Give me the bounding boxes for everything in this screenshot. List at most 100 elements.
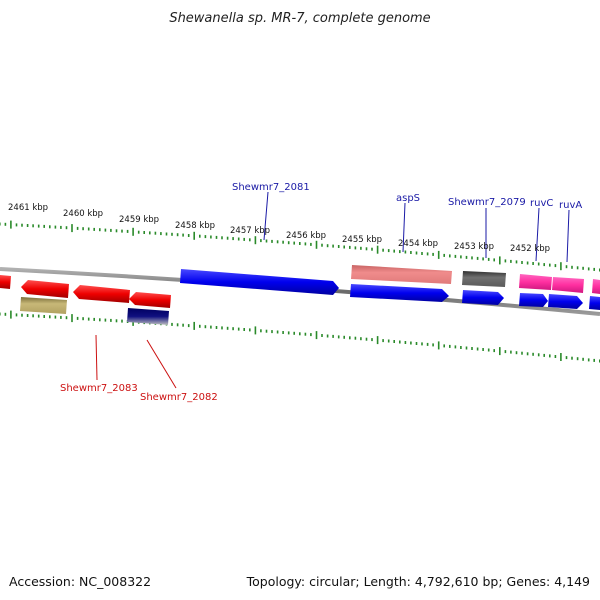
gene-label-shewmr7-2079[interactable]: Shewmr7_2079	[448, 197, 526, 208]
accession-text: Accession: NC_008322	[9, 574, 152, 589]
tick-mark	[332, 334, 334, 338]
tick-mark	[171, 322, 173, 326]
tick-mark	[321, 334, 323, 337]
tick-mark	[93, 317, 95, 321]
tick-mark	[404, 341, 407, 344]
gene-reverse-1[interactable]	[21, 280, 69, 298]
gene-shewmr7-2083[interactable]	[20, 297, 67, 314]
tick-mark	[0, 312, 1, 316]
tick-mark	[549, 263, 551, 267]
gene-reverse-edge[interactable]	[0, 275, 11, 289]
tick-mark	[554, 264, 557, 268]
tick-mark	[587, 267, 590, 271]
tick-mark	[49, 225, 51, 229]
tick-mark	[526, 352, 529, 356]
tick-mark	[337, 245, 340, 248]
tick-mark	[104, 318, 107, 322]
tick-mark	[249, 238, 251, 242]
tick-mark	[65, 316, 68, 320]
tick-mark	[304, 332, 307, 336]
tick-mark	[326, 334, 329, 338]
tick-mark	[365, 247, 368, 251]
tick-mark	[410, 341, 412, 345]
gene-shewmr7-2082[interactable]	[127, 308, 169, 325]
gene-label-ruva[interactable]: ruvA	[559, 200, 582, 211]
tick-mark	[387, 249, 390, 253]
tick-mark	[182, 233, 184, 237]
gene-label-shewmr7-2082[interactable]: Shewmr7_2082	[140, 392, 218, 403]
tick-mark	[399, 340, 401, 344]
tick-mark	[176, 233, 179, 237]
tick-mark	[299, 332, 301, 336]
gene-label-shewmr7-2081[interactable]: Shewmr7_2081	[232, 182, 310, 193]
tick-mark	[454, 345, 457, 349]
genome-title: Shewanella sp. MR-7, complete genome	[169, 11, 431, 26]
tick-mark	[326, 244, 329, 248]
tick-mark	[382, 339, 384, 343]
tick-mark	[360, 246, 362, 250]
gene-label-ruvc[interactable]: ruvC	[530, 198, 553, 209]
gene-forward-2079-lower[interactable]	[462, 290, 504, 305]
gene-ruva[interactable]	[552, 277, 584, 293]
tick-mark	[432, 252, 434, 256]
tick-mark	[449, 344, 451, 348]
tick-mark	[287, 331, 290, 335]
gene-asps[interactable]	[351, 265, 452, 284]
tick-mark	[582, 266, 584, 270]
tick-mark	[565, 356, 568, 360]
tick-mark	[193, 321, 195, 330]
tick-mark	[499, 256, 501, 265]
gene-shewmr7-2079[interactable]	[462, 271, 506, 287]
tick-mark	[332, 244, 334, 248]
tick-mark	[515, 351, 518, 355]
tick-mark	[254, 236, 257, 245]
tick-mark	[60, 315, 62, 319]
tick-mark	[187, 234, 190, 237]
tick-mark	[521, 261, 523, 264]
tick-label: 2460 kbp	[63, 209, 103, 219]
tick-mark	[482, 348, 484, 351]
gene-ruvc[interactable]	[519, 274, 552, 290]
tick-mark	[276, 240, 279, 244]
tick-mark	[454, 254, 457, 258]
tick-mark	[404, 250, 407, 254]
tick-mark	[199, 324, 201, 328]
tick-mark	[465, 255, 468, 259]
gene-forward-asps-lower[interactable]	[350, 284, 449, 302]
gene-forward-ruva-lower[interactable]	[548, 294, 583, 309]
tick-mark	[110, 318, 112, 322]
tick-label: 2454 kbp	[398, 239, 438, 249]
tick-mark	[287, 241, 290, 245]
tick-mark	[504, 259, 507, 263]
tick-mark	[165, 232, 168, 236]
tick-mark	[115, 319, 118, 323]
gene-label-asps[interactable]: aspS	[396, 193, 420, 204]
tick-mark	[37, 314, 40, 318]
tick-mark	[310, 333, 312, 337]
gene-label-shewmr7-2083[interactable]: Shewmr7_2083	[60, 383, 138, 394]
tick-mark	[543, 263, 545, 267]
tick-mark	[393, 340, 395, 343]
gene-reverse-2[interactable]	[73, 285, 130, 303]
tick-mark	[476, 256, 479, 260]
tick-mark	[176, 323, 179, 327]
tick-mark	[10, 220, 12, 229]
tick-mark	[137, 230, 140, 234]
gene-shewmr7-2081[interactable]	[180, 269, 339, 295]
tick-mark	[99, 228, 101, 232]
tick-label: 2459 kbp	[119, 215, 159, 225]
tick-mark	[482, 257, 484, 261]
gene-forward-edge[interactable]	[592, 279, 600, 294]
gene-reverse-3[interactable]	[129, 292, 171, 308]
tick-mark	[471, 256, 473, 260]
gene-forward-ruvc-lower[interactable]	[519, 293, 548, 307]
tick-mark	[99, 318, 101, 322]
gene-forward-edge-lower[interactable]	[589, 296, 600, 310]
tick-mark	[415, 342, 418, 345]
tick-mark	[371, 247, 373, 251]
tick-mark	[437, 341, 440, 350]
tick-mark	[304, 242, 307, 246]
tick-mark	[399, 250, 401, 254]
tick-mark	[587, 358, 590, 362]
tick-mark	[4, 312, 7, 316]
